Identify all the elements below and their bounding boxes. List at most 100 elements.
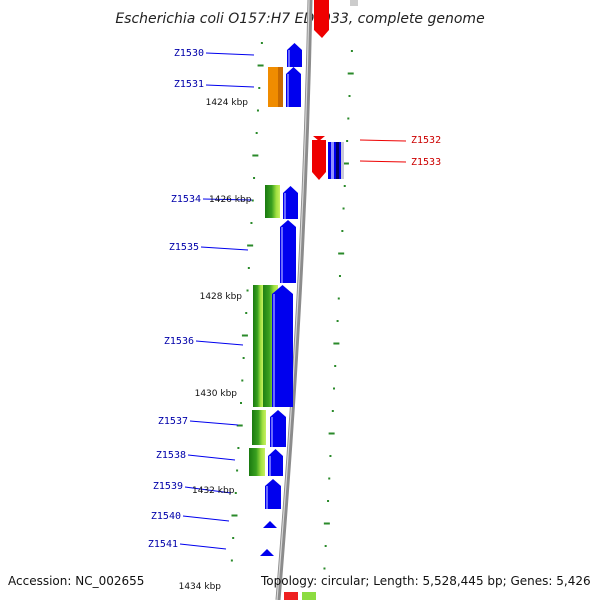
gene-arrow-z1536-shine [273, 294, 275, 407]
scale-tick [230, 559, 233, 562]
scale-tick [334, 365, 337, 367]
gene-arrows [260, 43, 326, 556]
scale-tick [241, 379, 244, 382]
gene-arrow-z1539-shine [266, 486, 268, 509]
gene-arrow-z1540 [263, 521, 277, 528]
scale-tick [255, 132, 258, 134]
genome-backbone-highlight [276, 0, 310, 600]
scale-tick [336, 320, 339, 322]
gene-labels: Z1530 Z1531 Z1532 Z1533 Z1534 Z1535 Z1536 Z1537… [148, 48, 441, 550]
scale-tick [328, 477, 331, 480]
gene-arrow-z1535 [280, 220, 296, 283]
scale-tick [346, 140, 349, 142]
scale-tick [246, 289, 249, 292]
top-gray-block [350, 0, 358, 6]
homology-block [249, 448, 265, 476]
scale-tick [252, 154, 259, 157]
scale-tick [323, 522, 330, 525]
blue-stripe-light [331, 142, 334, 179]
gene-label-z1540: Z1540 [151, 511, 181, 522]
gene-arrow-z1534 [283, 186, 298, 219]
scale-tick [347, 72, 354, 75]
scale-tick [338, 252, 345, 255]
blue-stripe-dark [336, 142, 339, 179]
gene-label-z1541: Z1541 [148, 539, 178, 550]
gene-label-z1536: Z1536 [164, 336, 194, 347]
scale-tick [247, 267, 250, 269]
gene-label-z1537: Z1537 [158, 416, 188, 427]
scale-tick [240, 402, 243, 404]
scale-tick [242, 357, 245, 359]
scale-tick [342, 162, 349, 165]
gene-label-z1534: Z1534 [171, 194, 201, 205]
scale-tick [341, 230, 344, 232]
scale-tick [241, 334, 248, 337]
scale-tick [328, 432, 335, 435]
leader-line [184, 486, 232, 494]
position-label: 1428 kbp [200, 292, 243, 302]
scale-tick [329, 455, 332, 457]
position-label: 1432 kbp [192, 486, 235, 496]
scale-tick [234, 492, 237, 494]
scale-tick [324, 545, 327, 547]
gene-label-z1535: Z1535 [169, 242, 199, 253]
bottom-green-block [302, 592, 316, 600]
scale-tick [256, 109, 259, 112]
scale-tick [333, 342, 340, 345]
gene-arrow-z1537-shine [271, 417, 273, 447]
scale-tick [350, 50, 353, 52]
position-label: 1424 kbp [206, 98, 249, 108]
position-label: 1434 kbp [179, 582, 222, 592]
scale-tick [231, 514, 238, 517]
topology-text: Topology: circular; Length: 5,528,445 bp… [261, 574, 591, 588]
gene-arrow-z1536 [272, 285, 293, 407]
gene-arrow-z1541 [260, 549, 274, 556]
leader-line [187, 454, 236, 461]
gene-arrow-z1531 [286, 67, 301, 107]
gene-label-z1532: Z1532 [411, 135, 441, 146]
scale-tick [258, 87, 261, 89]
scale-tick [343, 185, 346, 187]
map-title: Escherichia coli O157:H7 EDL933, complet… [115, 11, 484, 27]
position-label: 1430 kbp [195, 389, 238, 399]
gene-arrow-z1539 [265, 479, 281, 509]
scale-tick [245, 312, 248, 314]
leader-line [182, 515, 230, 522]
position-label: 1426 kbp [209, 195, 252, 205]
leader-line [189, 420, 239, 426]
gene-arrow-z1534-shine [284, 193, 286, 219]
homology-block [253, 285, 263, 407]
blue-stripe-grey [341, 142, 344, 179]
gene-arrow-z1535-shine [281, 227, 283, 283]
tick-marks [230, 42, 354, 570]
gene-arrow-z1537 [270, 410, 286, 447]
scale-tick [347, 117, 350, 120]
scale-tick [331, 410, 334, 412]
label-leaders [179, 52, 407, 550]
orange-block-shade [278, 67, 283, 107]
leader-line [359, 160, 407, 163]
bottom-red-block [284, 592, 298, 600]
gene-arrow-z1531-shine [287, 74, 289, 107]
gene-arrow-z1532-cap [313, 136, 325, 141]
accession-text: Accession: NC_002655 [8, 574, 145, 588]
homology-block [252, 410, 266, 445]
gene-arrow-z1538 [268, 449, 283, 476]
scale-tick [342, 207, 345, 210]
gene-arrow-z1530-shine [288, 50, 290, 67]
gene-label-z1531: Z1531 [174, 79, 204, 90]
scale-tick [237, 447, 240, 449]
leader-line [359, 139, 407, 142]
scale-tick [257, 64, 264, 67]
top-reverse-arrow [314, 0, 329, 38]
scale-tick [253, 177, 256, 179]
gene-arrow-z1532 [312, 140, 326, 180]
leader-line [179, 543, 227, 550]
gene-arrow-z1538-shine [269, 456, 271, 476]
scale-tick [348, 95, 351, 97]
leader-line [195, 340, 244, 346]
leader-line [205, 52, 255, 56]
scale-tick [250, 222, 253, 224]
scale-tick [236, 424, 243, 427]
